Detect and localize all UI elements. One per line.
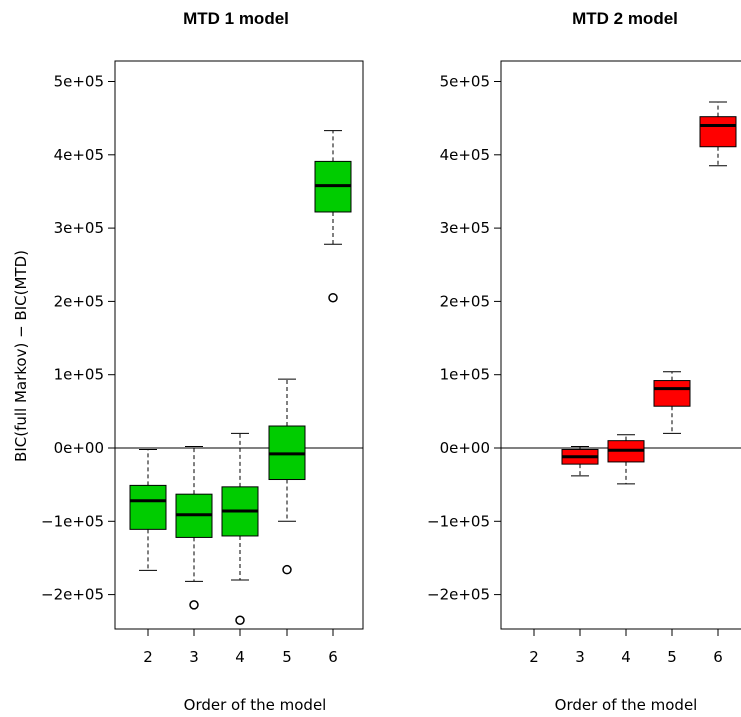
y-tick-label: 1e+05 xyxy=(54,366,104,384)
y-axis: 5e+05 4e+05 3e+05 2e+05 1e+05 0e+00 −1e+05 −2e+… xyxy=(41,73,115,604)
y-tick-label: 5e+05 xyxy=(54,73,104,91)
y-tick-label: −2e+05 xyxy=(41,586,104,604)
x-tick-label: 2 xyxy=(529,648,539,666)
plot-frame xyxy=(114,60,364,630)
boxplot-marks xyxy=(115,130,363,626)
box xyxy=(653,380,691,407)
y-tick-label: 4e+05 xyxy=(440,146,490,164)
panel-mtd2: MTD 2 model Order of the model 5e+05 4e+0… xyxy=(427,9,741,714)
x-tick-label: 3 xyxy=(575,648,585,666)
x-tick-label: 4 xyxy=(235,648,245,666)
y-axis-label: BIC(full Markov) − BIC(MTD) xyxy=(12,250,30,462)
x-axis-label: Order of the model xyxy=(184,696,327,714)
y-tick-label: 3e+05 xyxy=(54,219,104,237)
boxplot-marks xyxy=(501,101,741,485)
x-tick-label: 5 xyxy=(282,648,292,666)
outlier-point xyxy=(282,564,292,575)
y-tick-label: 2e+05 xyxy=(54,292,104,310)
y-tick-label: −1e+05 xyxy=(427,512,490,530)
y-tick-label: 1e+05 xyxy=(440,366,490,384)
panel-mtd1: MTD 1 model Order of the model BIC(full … xyxy=(12,9,364,714)
x-axis: 2 3 4 5 6 xyxy=(529,629,723,666)
y-tick-label: 0e+00 xyxy=(440,439,490,457)
y-tick-label: 2e+05 xyxy=(440,292,490,310)
y-tick-label: 4e+05 xyxy=(54,146,104,164)
y-tick-label: −1e+05 xyxy=(41,512,104,530)
x-tick-label: 4 xyxy=(621,648,631,666)
box xyxy=(699,116,737,148)
x-tick-label: 5 xyxy=(667,648,677,666)
box xyxy=(129,484,167,530)
outlier-point xyxy=(189,600,199,610)
y-tick-label: 3e+05 xyxy=(440,219,490,237)
outlier-point xyxy=(328,292,338,303)
x-tick-label: 6 xyxy=(713,648,723,666)
x-tick-label: 3 xyxy=(189,648,199,666)
chart-title: MTD 2 model xyxy=(572,9,678,28)
y-tick-label: 5e+05 xyxy=(440,73,490,91)
x-axis-label: Order of the model xyxy=(555,696,698,714)
chart-title: MTD 1 model xyxy=(183,9,289,28)
y-axis: 5e+05 4e+05 3e+05 2e+05 1e+05 0e+00 −1e+05 −2e+… xyxy=(427,73,501,604)
x-tick-label: 6 xyxy=(328,648,338,666)
y-tick-label: −2e+05 xyxy=(427,586,490,604)
outlier-point xyxy=(235,615,245,626)
y-tick-label: 0e+00 xyxy=(54,439,104,457)
x-tick-label: 2 xyxy=(143,648,153,666)
x-axis: 2 3 4 5 6 xyxy=(143,629,338,666)
